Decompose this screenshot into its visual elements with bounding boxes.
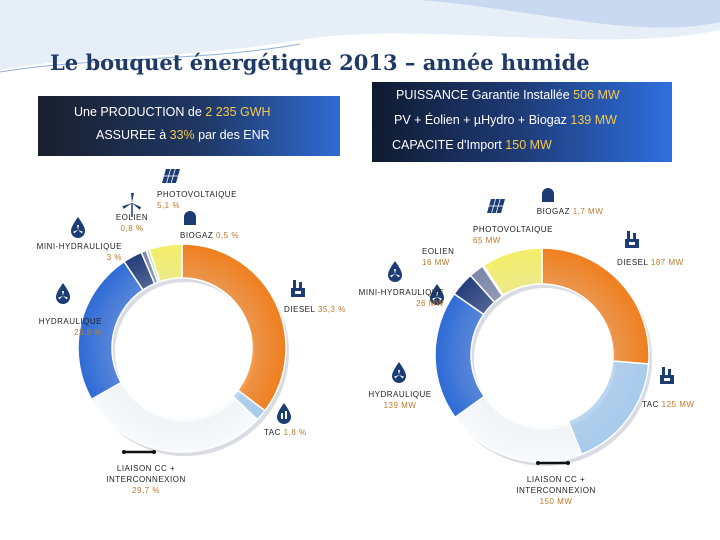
left-label-liaison: LIAISON CC + INTERCONNEXION 29,7 % bbox=[106, 464, 186, 495]
right-diesel-icon bbox=[625, 231, 639, 248]
left-label-mini-hydraulique: MINI-HYDRAULIQUE 3 % bbox=[36, 242, 122, 262]
production-prefix: Une PRODUCTION de bbox=[74, 105, 206, 119]
left-wind-icon bbox=[122, 193, 142, 217]
right-label-liaison: LIAISON CC + INTERCONNEXION 150 MW bbox=[516, 475, 596, 506]
guaranteed-power-value: 506 MW bbox=[573, 88, 620, 102]
renewables-power-prefix: PV + Éolien + µHydro + Biogaz bbox=[394, 113, 571, 127]
left-label-photovoltaique: PHOTOVOLTAIQUE 5,1 % bbox=[157, 190, 237, 210]
left-label-tac: TAC 1,8 % bbox=[264, 428, 307, 437]
left-mini-hydro-icon bbox=[71, 217, 85, 238]
guaranteed-power-prefix: PUISSANCE Garantie Installée bbox=[396, 88, 574, 102]
import-capacity-line: CAPACITE d'Import 150 MW bbox=[392, 138, 552, 152]
production-line: Une PRODUCTION de 2 235 GWH bbox=[74, 105, 271, 119]
right-solar-icon bbox=[487, 198, 505, 214]
left-biogas-icon bbox=[184, 211, 196, 225]
enr-share-line: ASSUREE à 33% par des ENR bbox=[96, 128, 270, 142]
enr-share-value: 33% bbox=[169, 128, 195, 142]
right-tac-icon bbox=[660, 367, 674, 384]
left-label-eolien: EOLIEN 0,8 % bbox=[115, 213, 149, 233]
right-interconnection-icon bbox=[536, 461, 570, 465]
right-mini-hydro-icon bbox=[430, 284, 444, 305]
donut-0-slice-diesel bbox=[181, 243, 287, 412]
left-diesel-icon bbox=[291, 280, 305, 297]
header-decoration bbox=[0, 0, 720, 73]
renewables-power-value: 139 MW bbox=[570, 113, 617, 127]
right-label-diesel: DIESEL 187 MW bbox=[617, 258, 684, 267]
capacity-banner: PUISSANCE Garantie Installée 506 MW PV +… bbox=[372, 82, 672, 162]
right-label-biogaz: BIOGAZ 1,7 MW bbox=[536, 207, 604, 216]
donut-1-slice-photovoltaique bbox=[482, 247, 543, 297]
donut-1-slice-hydraulique bbox=[434, 292, 486, 419]
guaranteed-power-line: PUISSANCE Garantie Installée 506 MW bbox=[396, 88, 620, 102]
import-capacity-prefix: CAPACITE d'Import bbox=[392, 138, 506, 152]
right-biogas-icon bbox=[542, 188, 554, 202]
right-wind-icon bbox=[388, 261, 402, 282]
right-label-mini-hydraulique: MINI-HYDRAULIQUE 26 MW bbox=[358, 288, 444, 308]
production-banner: Une PRODUCTION de 2 235 GWH ASSUREE à 33… bbox=[38, 96, 340, 156]
donut-1-slice-liaison-cc bbox=[454, 395, 583, 463]
right-label-eolien: EOLIEN 16 MW bbox=[422, 247, 455, 267]
production-value: 2 235 GWH bbox=[205, 105, 271, 119]
left-tac-icon bbox=[277, 403, 291, 424]
left-interconnection-icon bbox=[122, 450, 156, 454]
left-label-biogaz: BIOGAZ 0,5 % bbox=[180, 231, 239, 240]
enr-share-prefix: ASSUREE à bbox=[96, 128, 170, 142]
left-label-hydraulique: HYDRAULIQUE 23,8 % bbox=[38, 317, 102, 337]
right-label-photovoltaique: PHOTOVOLTAIQUE 65 MW bbox=[473, 225, 553, 245]
import-capacity-value: 150 MW bbox=[505, 138, 552, 152]
renewables-power-line: PV + Éolien + µHydro + Biogaz 139 MW bbox=[394, 113, 617, 127]
right-label-hydraulique: HYDRAULIQUE 139 MW bbox=[368, 390, 432, 410]
donut-0-slice-photovoltaique bbox=[148, 243, 183, 283]
right-label-tac: TAC 125 MW bbox=[642, 400, 695, 409]
left-hydro-icon bbox=[56, 283, 70, 304]
left-solar-icon bbox=[162, 168, 180, 184]
enr-share-suffix: par des ENR bbox=[194, 128, 270, 142]
slide-title: Le bouquet énergétique 2013 – année humi… bbox=[50, 50, 590, 75]
left-label-diesel: DIESEL 35,3 % bbox=[284, 305, 346, 314]
right-hydro-icon bbox=[392, 362, 406, 383]
